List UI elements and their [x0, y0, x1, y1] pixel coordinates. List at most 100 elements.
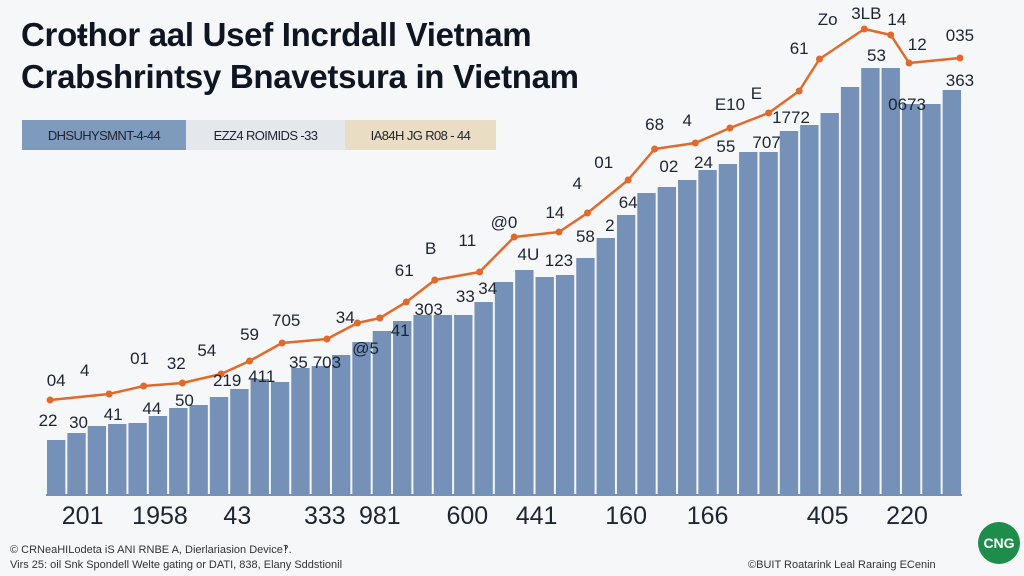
data-label: 04 [47, 371, 66, 390]
line-point [795, 87, 803, 95]
chart-title: Croŧhor aal Usef Incrdall Vietnam [21, 16, 532, 53]
legend-item-3: IA84H JG R08 - 44 [345, 120, 496, 150]
bar [413, 315, 432, 495]
x-tick-label: 1958 [132, 502, 188, 530]
line-point [765, 109, 773, 117]
data-label: @5 [352, 339, 379, 358]
bar [494, 282, 514, 495]
data-label: 55 [716, 137, 735, 156]
footer-source: ©BUIT Roatarink Leal Raraing ECenin [748, 559, 936, 571]
data-label: 707 [752, 133, 780, 152]
data-label: 02 [659, 157, 678, 176]
line-point [402, 298, 410, 306]
bar [189, 405, 208, 495]
bar [433, 315, 453, 495]
data-label: 41 [104, 405, 123, 424]
bar [87, 426, 107, 495]
x-tick-label: 333 [304, 502, 346, 530]
bar [250, 379, 269, 495]
bar [331, 355, 351, 495]
data-label: B [425, 239, 436, 258]
data-label: 64 [619, 193, 638, 212]
x-tick-label: 43 [223, 502, 251, 530]
line-point [726, 124, 734, 132]
line-point [476, 268, 484, 276]
x-tick-label: 405 [807, 502, 849, 530]
bar [454, 315, 473, 495]
data-label: 61 [790, 39, 809, 58]
legend-item-2: EZZ4 ROIMIDS -33 [186, 120, 345, 150]
footer-copyright: © CRNeaHILodeta iS ANI RNBE A, Dierlaria… [10, 544, 292, 556]
bar [67, 433, 86, 495]
data-label: 303 [414, 300, 442, 319]
x-tick-label: 600 [447, 502, 489, 530]
x-tick-label: 201 [62, 502, 104, 530]
data-label: 01 [130, 349, 149, 368]
x-tick-label: 220 [886, 502, 928, 530]
data-label: 2 [605, 216, 614, 235]
bar [861, 68, 880, 495]
bar [169, 408, 188, 495]
line-point [323, 335, 331, 343]
bar [230, 389, 249, 495]
line-point [178, 379, 186, 387]
line-point [887, 31, 895, 39]
bar [108, 424, 127, 495]
data-label: Zo [818, 10, 838, 29]
data-label: 14 [887, 10, 906, 29]
data-label: 33 [456, 287, 475, 306]
x-tick-label: 160 [605, 502, 647, 530]
line-point [278, 339, 286, 347]
data-label: @0 [491, 213, 518, 232]
line-point [651, 145, 659, 153]
bar [535, 277, 554, 495]
chart-subtitle: Crabshrintsy Bnavetsura in Vietnam [21, 58, 579, 95]
bar [901, 104, 921, 495]
bar [718, 164, 738, 495]
data-label: 0673 [888, 95, 926, 114]
bar [840, 87, 860, 495]
data-label: 53 [867, 46, 886, 65]
bar [372, 331, 392, 495]
x-tick-label: 166 [687, 502, 729, 530]
bar [616, 215, 636, 495]
data-label: 01 [594, 153, 613, 172]
data-label: 30 [69, 413, 88, 432]
data-label: 22 [39, 411, 58, 430]
line-point [624, 176, 632, 184]
data-label: 50 [175, 391, 194, 410]
line-point [905, 59, 913, 67]
line-point [140, 382, 148, 390]
data-label: 59 [240, 325, 259, 344]
line-point [431, 276, 439, 284]
line-point [510, 233, 518, 241]
data-label: 58 [576, 227, 595, 246]
data-label: 705 [272, 311, 300, 330]
x-tick-label: 441 [516, 502, 558, 530]
data-label: 12 [908, 35, 927, 54]
bar [779, 131, 799, 495]
data-label: 24 [694, 153, 713, 172]
line-point [376, 314, 384, 322]
data-label: 123 [545, 251, 573, 270]
data-label: E10 [715, 95, 745, 114]
bar [555, 275, 575, 495]
data-label: 14 [545, 203, 564, 222]
bar [657, 187, 677, 495]
line-point [246, 357, 254, 365]
data-label: 4 [80, 361, 89, 380]
x-tick-label: 981 [359, 502, 401, 530]
data-label: 4 [682, 111, 691, 130]
line-point [860, 25, 868, 33]
data-label: 4U [518, 245, 540, 264]
line-point [816, 55, 824, 63]
data-label: 703 [313, 353, 341, 372]
line-point [46, 396, 54, 404]
data-label: 363 [946, 71, 974, 90]
bar [311, 366, 330, 495]
bar [47, 440, 66, 495]
bar [678, 180, 697, 495]
bar [128, 423, 147, 495]
bar [596, 238, 615, 495]
